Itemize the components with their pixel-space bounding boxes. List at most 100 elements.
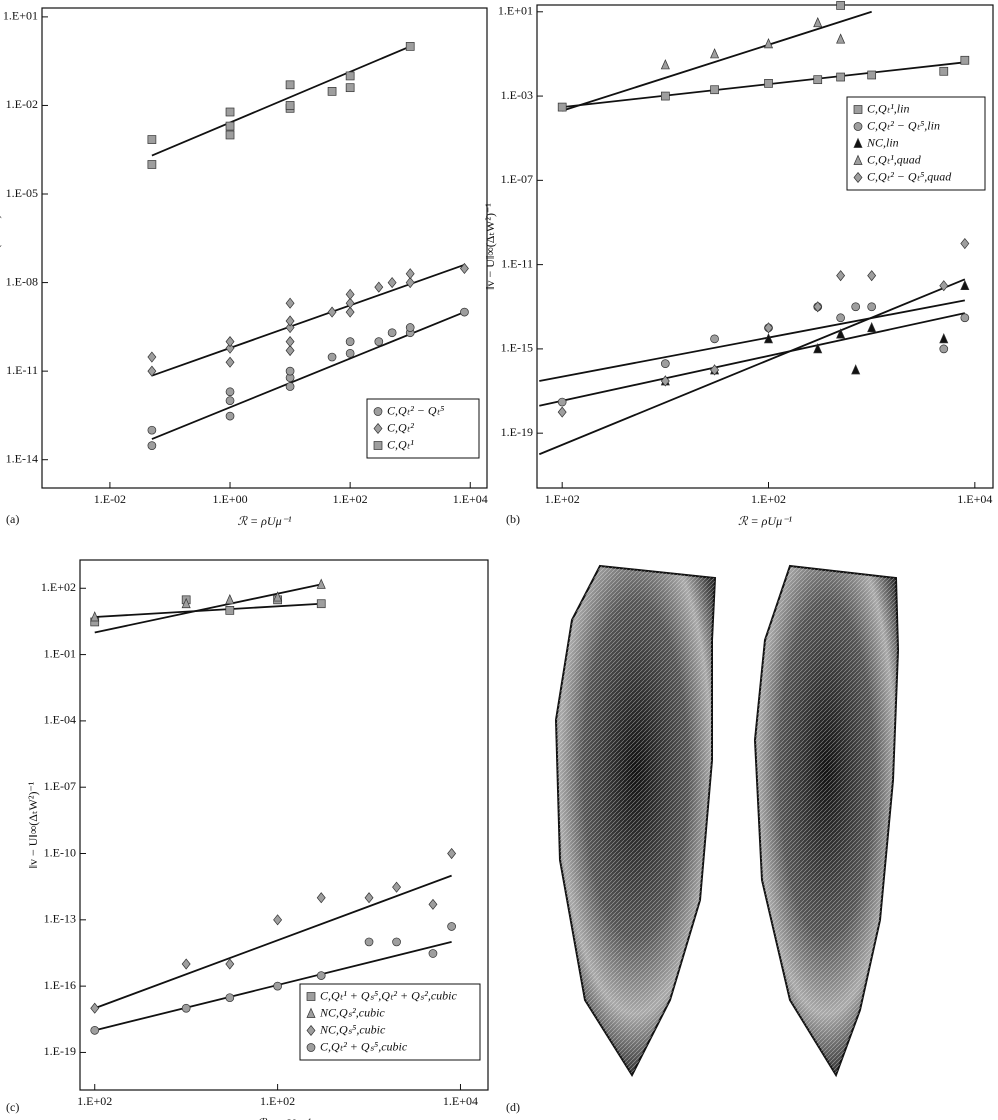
y-tick-label: 1.E-01 (44, 646, 76, 660)
legend-label: C,Qₜ² − Qₜ⁵,lin (867, 118, 940, 132)
y-axis-label: ‖v − U‖∞(ΔₜW²)⁻¹ (483, 203, 497, 290)
data-point (374, 442, 382, 450)
data-point (182, 1004, 190, 1012)
y-tick-label: 1.E-13 (44, 912, 76, 926)
legend-label: C,Qₜ¹,lin (867, 101, 909, 115)
legend-label: C,Qₜ¹ + Qₛ⁵,Qₜ² + Qₛ²,cubic (320, 988, 458, 1002)
data-point (148, 136, 156, 144)
fit-line (539, 279, 965, 454)
panel-label: (a) (6, 512, 19, 526)
data-point (558, 407, 566, 417)
data-point (868, 303, 876, 311)
data-point (375, 282, 383, 292)
data-point (375, 338, 383, 346)
y-tick-label: 1.E-02 (6, 97, 38, 111)
data-point (661, 92, 669, 100)
legend-label: NC,lin (866, 135, 899, 149)
fit-line (95, 604, 321, 617)
data-point (852, 365, 860, 374)
data-point (317, 579, 325, 588)
data-point (148, 426, 156, 434)
data-point (328, 87, 336, 95)
data-point (226, 959, 234, 969)
data-point (448, 922, 456, 930)
data-point (365, 938, 373, 946)
data-point (91, 1003, 99, 1013)
data-point (661, 360, 669, 368)
y-tick-label: 1.E-14 (6, 451, 38, 465)
data-point (346, 338, 354, 346)
data-point (226, 357, 234, 367)
data-point (429, 899, 437, 909)
y-tick-label: 1.E-15 (501, 341, 533, 355)
data-point (711, 335, 719, 343)
y-tick-label: 1.E-19 (501, 425, 533, 439)
fit-line (539, 313, 965, 406)
data-point (837, 73, 845, 81)
data-point (814, 302, 822, 312)
x-tick-label: 1.E+00 (212, 492, 247, 506)
data-point (406, 42, 414, 50)
data-point (226, 412, 234, 420)
data-point (226, 337, 234, 347)
data-point (711, 49, 719, 58)
x-tick-label: 1.E+02 (545, 492, 580, 506)
data-point (148, 160, 156, 168)
x-tick-label: 1.E+04 (453, 492, 488, 506)
data-point (226, 131, 234, 139)
data-point (854, 106, 862, 114)
y-tick-label: 1.E-07 (44, 779, 76, 793)
data-point (286, 81, 294, 89)
data-point (558, 103, 566, 111)
data-point (765, 79, 773, 87)
legend-label: C,Qₜ² − Qₜ⁵,quad (867, 169, 952, 183)
data-point (346, 349, 354, 357)
x-tick-label: 1.E+04 (957, 492, 992, 506)
x-tick-label: 1.E+04 (443, 1094, 478, 1108)
legend-label: C,Qₜ¹,quad (867, 152, 922, 166)
panel-label: (d) (506, 1100, 520, 1114)
y-tick-label: 1.E-03 (501, 88, 533, 102)
legend-label: NC,Qₛ²,cubic (319, 1005, 385, 1019)
y-tick-label: 1.E-19 (44, 1044, 76, 1058)
data-point (837, 1, 845, 9)
data-point (286, 367, 294, 375)
data-point (558, 398, 566, 406)
panel-label: (b) (506, 512, 520, 526)
data-point (837, 329, 845, 338)
data-point (226, 994, 234, 1002)
data-point (837, 271, 845, 281)
data-point (388, 329, 396, 337)
y-axis-label: ‖v − U‖∞(ΔₜW²)⁻¹ (0, 204, 2, 291)
data-point (346, 72, 354, 80)
data-point (393, 882, 401, 892)
panel-d-image (556, 566, 898, 1075)
y-tick-label: 1.E-11 (501, 256, 533, 270)
legend-label: NC,Qₛ⁵,cubic (319, 1022, 386, 1036)
y-tick-label: 1.E-08 (6, 274, 38, 288)
data-point (837, 34, 845, 43)
data-point (307, 993, 315, 1001)
data-point (286, 383, 294, 391)
data-point (940, 67, 948, 75)
y-tick-label: 1.E+02 (41, 580, 76, 594)
data-point (711, 86, 719, 94)
data-point (765, 323, 773, 333)
data-point (148, 442, 156, 450)
y-tick-label: 1.E+01 (3, 9, 38, 23)
data-point (286, 101, 294, 109)
data-point (148, 352, 156, 362)
y-tick-label: 1.E-10 (44, 845, 76, 859)
data-point (961, 56, 969, 64)
y-tick-label: 1.E-11 (6, 363, 38, 377)
data-point (226, 388, 234, 396)
data-point (365, 893, 373, 903)
data-point (961, 239, 969, 249)
data-point (406, 269, 414, 279)
data-point (317, 600, 325, 608)
figure: (a)(b)(c)(d)1.E-021.E+001.E+021.E+041.E-… (0, 0, 998, 1120)
data-point (852, 303, 860, 311)
data-point (961, 281, 969, 290)
data-point (814, 18, 822, 27)
data-point (854, 123, 862, 131)
